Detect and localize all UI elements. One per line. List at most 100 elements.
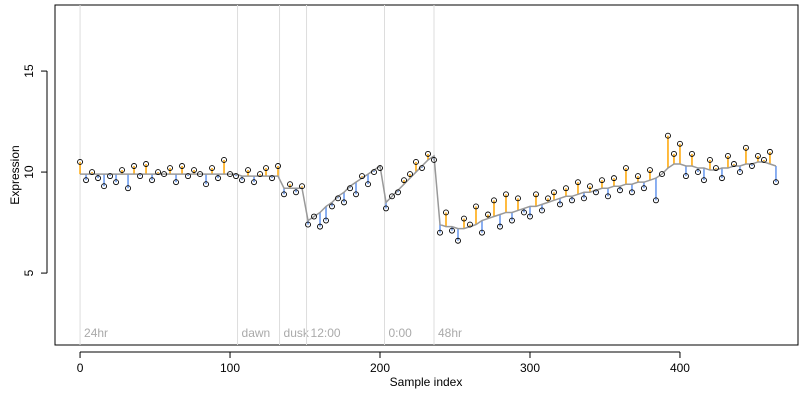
data-point [629, 189, 635, 196]
data-point [419, 165, 425, 171]
marker-label: 48hr [438, 326, 462, 340]
data-point [233, 173, 239, 180]
marker-label: 12:00 [311, 326, 341, 340]
data-point [119, 167, 125, 174]
data-point [761, 156, 767, 163]
marker-label: 0:00 [389, 326, 413, 340]
data-point [167, 165, 173, 171]
y-axis-label: Expression [8, 145, 22, 204]
data-point [413, 159, 419, 165]
data-point [449, 227, 455, 234]
marker-label: 24hr [84, 326, 108, 340]
x-tick-label: 100 [220, 361, 240, 375]
data-point [563, 185, 569, 192]
data-point [749, 163, 755, 169]
data-point [335, 195, 341, 202]
data-point [203, 181, 209, 188]
y-tick-label: 5 [22, 269, 36, 276]
data-point [677, 140, 683, 147]
y-tick-label: 15 [22, 64, 36, 78]
data-point [539, 207, 545, 214]
data-point [107, 173, 113, 180]
data-point [695, 169, 701, 176]
data-point [221, 156, 227, 163]
data-point [263, 165, 269, 171]
data-point [113, 179, 119, 186]
data-point [143, 161, 149, 167]
data-point [131, 163, 137, 169]
data-point [599, 177, 605, 184]
marker-label: dawn [242, 326, 271, 340]
data-point [305, 221, 311, 228]
data-point [743, 144, 749, 151]
x-tick-label: 0 [77, 361, 84, 375]
data-point [395, 189, 401, 196]
data-point [191, 167, 197, 174]
marker-label: dusk [284, 326, 310, 340]
data-point [551, 189, 557, 196]
x-tick-label: 200 [370, 361, 390, 375]
data-point [497, 223, 503, 230]
data-point [179, 163, 185, 169]
data-point [329, 203, 335, 210]
data-point [611, 175, 617, 182]
data-point [605, 193, 611, 200]
data-point [281, 191, 287, 198]
data-point [257, 171, 263, 178]
data-point [389, 193, 395, 200]
data-point [569, 197, 575, 204]
data-point [359, 173, 365, 180]
data-point [251, 179, 257, 186]
plot-frame [54, 4, 799, 346]
data-point [299, 183, 305, 190]
x-axis-label: Sample index [390, 375, 463, 389]
data-point [593, 189, 599, 196]
data-point [95, 175, 101, 182]
data-point [533, 191, 539, 198]
data-point [173, 179, 179, 186]
data-point [647, 167, 653, 174]
data-point [161, 171, 167, 178]
y-tick-label: 10 [22, 165, 36, 179]
data-point [215, 175, 221, 182]
data-point [461, 215, 467, 222]
data-point [515, 195, 521, 202]
data-point [641, 185, 647, 192]
data-point [467, 221, 473, 228]
data-point [149, 177, 155, 184]
data-point [623, 165, 629, 171]
data-point [185, 173, 191, 180]
data-point [425, 150, 431, 157]
data-point [239, 177, 245, 184]
data-point [731, 161, 737, 167]
data-point [491, 197, 497, 204]
data-point [89, 169, 95, 176]
data-point [617, 187, 623, 194]
data-point [755, 152, 761, 159]
data-point [227, 171, 233, 178]
data-point [557, 201, 563, 208]
data-point [341, 199, 347, 206]
data-point [287, 181, 293, 188]
data-point [737, 169, 743, 176]
data-point [665, 132, 671, 139]
data-point [773, 179, 779, 186]
data-point [719, 175, 725, 182]
data-point [521, 209, 527, 216]
data-point [371, 169, 377, 176]
data-point [383, 205, 389, 212]
data-point [701, 177, 707, 184]
data-point [365, 181, 371, 188]
data-point [431, 156, 437, 163]
data-point [101, 183, 107, 190]
data-point [581, 195, 587, 202]
data-point [125, 185, 131, 192]
data-point [407, 171, 413, 178]
data-point [725, 152, 731, 159]
data-point [323, 217, 329, 224]
data-point [77, 159, 83, 165]
data-point [83, 177, 89, 184]
data-point [353, 191, 359, 198]
data-point [503, 191, 509, 198]
